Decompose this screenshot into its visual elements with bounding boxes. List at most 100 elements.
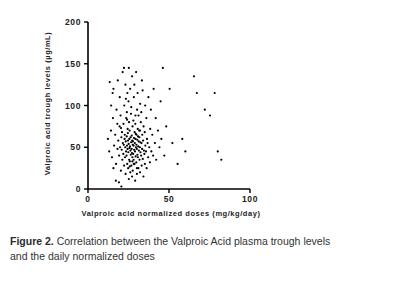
- point: [151, 134, 153, 136]
- point: [129, 145, 131, 147]
- point: [122, 71, 124, 73]
- point: [138, 136, 140, 138]
- point: [115, 109, 117, 111]
- point: [145, 117, 147, 119]
- point: [147, 156, 149, 158]
- caption-text: Correlation between the Valproic Acid pl…: [10, 235, 330, 262]
- point: [133, 84, 135, 86]
- point: [147, 142, 149, 144]
- point: [132, 170, 134, 172]
- point: [150, 109, 152, 111]
- point: [162, 67, 164, 69]
- point: [133, 163, 135, 165]
- y-tick-label: 200: [65, 17, 81, 27]
- point: [120, 170, 122, 172]
- point: [111, 156, 113, 158]
- point: [176, 163, 178, 165]
- point: [204, 109, 206, 111]
- point: [112, 167, 114, 169]
- point: [125, 155, 127, 157]
- point: [121, 159, 123, 161]
- point: [129, 171, 131, 173]
- point: [133, 96, 135, 98]
- point: [134, 142, 136, 144]
- y-tick-label: 150: [65, 59, 81, 69]
- point: [131, 139, 133, 141]
- point: [118, 155, 120, 157]
- point: [136, 139, 138, 141]
- caption: Figure 2. Correlation between the Valpro…: [10, 234, 350, 264]
- point: [220, 159, 222, 161]
- point: [115, 163, 117, 165]
- point: [116, 148, 118, 150]
- y-tick: [84, 63, 88, 64]
- point: [145, 150, 147, 152]
- point: [146, 138, 148, 140]
- point: [132, 144, 134, 146]
- point: [125, 150, 127, 152]
- point: [117, 79, 119, 81]
- point: [125, 140, 127, 142]
- point: [124, 156, 126, 158]
- x-tick: [87, 189, 88, 193]
- point: [134, 180, 136, 182]
- point: [142, 139, 144, 141]
- point: [120, 127, 122, 129]
- point: [130, 106, 132, 108]
- point: [123, 104, 125, 106]
- point: [131, 160, 133, 162]
- point: [136, 154, 138, 156]
- point: [119, 146, 121, 148]
- point: [131, 134, 133, 136]
- point: [127, 167, 129, 169]
- point: [134, 150, 136, 152]
- point: [144, 131, 146, 133]
- point: [131, 75, 133, 77]
- point: [119, 114, 121, 116]
- point: [169, 88, 171, 90]
- point: [217, 150, 219, 152]
- point: [123, 144, 125, 146]
- point: [140, 142, 142, 144]
- point: [131, 175, 133, 177]
- point: [109, 81, 111, 83]
- point: [138, 159, 140, 161]
- point: [135, 144, 137, 146]
- point: [127, 151, 129, 153]
- point: [126, 148, 128, 150]
- x-axis-label: Valproic acid normalized doses (mg/kg/da…: [82, 209, 261, 218]
- point: [118, 125, 120, 127]
- point: [157, 129, 159, 131]
- point: [124, 173, 126, 175]
- point: [126, 119, 128, 121]
- point: [136, 109, 138, 111]
- point: [171, 142, 173, 144]
- point: [132, 153, 134, 155]
- point: [124, 138, 126, 140]
- point: [184, 150, 186, 152]
- point: [127, 128, 129, 130]
- point: [135, 161, 137, 163]
- point: [141, 89, 143, 91]
- point: [214, 92, 216, 94]
- point: [209, 114, 211, 116]
- caption-label: Figure 2.: [10, 235, 54, 247]
- point: [136, 167, 138, 169]
- point: [146, 167, 148, 169]
- point: [158, 146, 160, 148]
- point: [132, 144, 134, 146]
- point: [147, 96, 149, 98]
- x-tick: [168, 189, 169, 193]
- point: [154, 142, 156, 144]
- y-axis-label: Valproic acid trough levels (µg/mL): [43, 32, 52, 176]
- y-tick-label: 50: [70, 142, 81, 152]
- x-tick: [249, 189, 250, 193]
- point: [134, 114, 136, 116]
- point: [163, 155, 165, 157]
- point: [165, 125, 167, 127]
- point: [159, 100, 161, 102]
- point: [108, 150, 110, 152]
- point: [141, 134, 143, 136]
- point: [141, 165, 143, 167]
- point: [139, 103, 141, 105]
